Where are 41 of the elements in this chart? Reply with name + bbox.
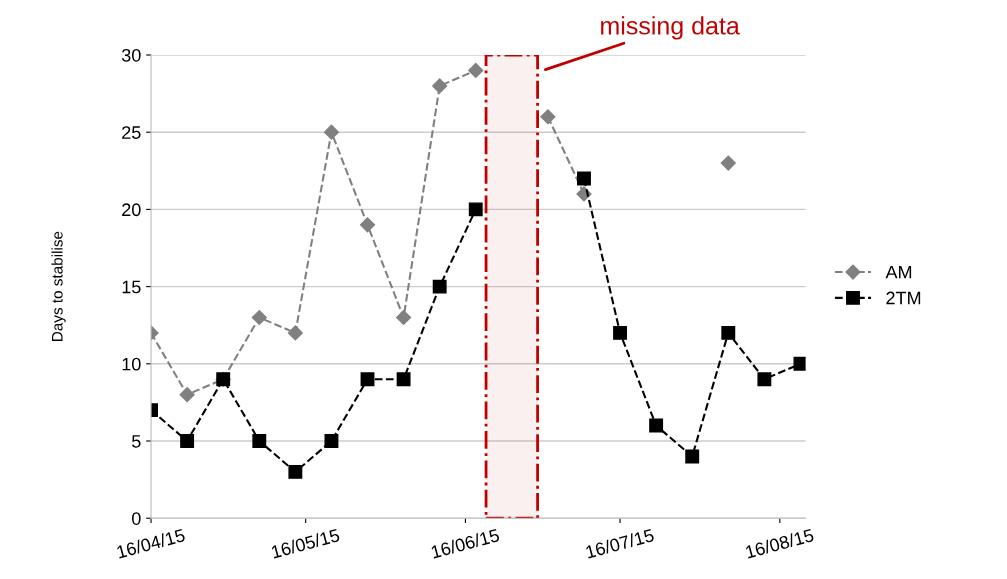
- y-tick-label: 30: [121, 48, 141, 62]
- point: [468, 62, 484, 79]
- point: [180, 434, 195, 448]
- y-tick-label: 20: [122, 203, 141, 217]
- y-axis-title: Days to stabilise: [51, 231, 66, 341]
- point: [432, 78, 448, 94]
- x-tick-label: 16/07/15: [585, 528, 655, 559]
- point: [685, 449, 700, 464]
- point: [251, 309, 267, 326]
- band-label: missing data: [601, 16, 740, 40]
- point: [432, 279, 447, 294]
- point: [396, 309, 412, 326]
- y-tick-label: 15: [122, 280, 141, 294]
- point: [324, 434, 339, 448]
- point: [288, 464, 303, 479]
- point: [468, 202, 483, 217]
- point: [360, 372, 375, 387]
- point: [540, 109, 556, 125]
- point: [721, 325, 736, 340]
- x-tick-label: 16/06/15: [430, 528, 500, 559]
- point: [252, 434, 267, 448]
- y-tick-label: 10: [122, 357, 141, 371]
- point: [613, 325, 628, 340]
- point: [757, 372, 772, 387]
- point: [179, 387, 195, 403]
- point: [359, 217, 376, 233]
- point: [793, 356, 806, 371]
- point: [577, 171, 591, 186]
- x-tick-label: 16/08/15: [745, 528, 815, 559]
- point: [396, 372, 411, 387]
- x-tick-label: 16/04/15: [116, 528, 186, 559]
- point: [720, 155, 736, 171]
- x-tick-label: 16/05/15: [270, 528, 341, 559]
- point: [649, 418, 664, 433]
- y-tick-label: 25: [122, 126, 141, 139]
- point: [287, 325, 303, 341]
- point: [323, 124, 340, 140]
- y-tick-label: 5: [132, 435, 141, 448]
- legend-label: 2TM: [886, 291, 921, 305]
- y-tick-label: 0: [131, 512, 141, 525]
- legend-label: AM: [885, 265, 912, 279]
